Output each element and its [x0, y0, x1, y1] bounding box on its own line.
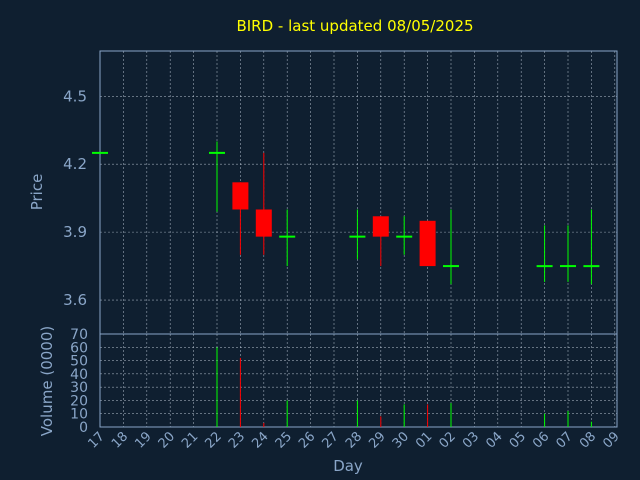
x-tick-label: 09 — [600, 429, 622, 451]
candle — [232, 182, 249, 255]
x-tick-label: 25 — [273, 429, 295, 451]
price-tick-label: 4.2 — [63, 155, 87, 173]
price-tick-label: 3.9 — [63, 223, 87, 241]
x-tick-label: 04 — [483, 429, 505, 451]
x-tick-label: 19 — [132, 429, 154, 451]
x-tick-label: 28 — [343, 429, 365, 451]
volume-tick-label: 30 — [70, 380, 88, 396]
x-tick-label: 22 — [203, 429, 225, 451]
candle-body — [372, 216, 389, 237]
x-tick-label: 06 — [530, 429, 552, 451]
candle — [372, 216, 389, 267]
price-tick-label: 4.5 — [63, 87, 87, 105]
x-tick-label: 26 — [296, 429, 318, 451]
candle — [419, 220, 436, 267]
price-panel-frame — [99, 50, 618, 335]
volume-bar-series — [216, 347, 592, 427]
x-tick-label: 02 — [437, 429, 459, 451]
candle — [560, 225, 576, 282]
volume-tick-label: 20 — [70, 393, 88, 409]
candle — [209, 141, 225, 212]
x-tick-label: 07 — [554, 429, 576, 451]
volume-tick-label: 10 — [70, 407, 88, 423]
x-tick-label: 30 — [390, 429, 412, 451]
candle-body — [232, 182, 249, 210]
price-tick-label: 3.6 — [63, 291, 87, 309]
x-axis-ticks: 17 18 19 20 21 22 23 24 25 26 27 28 29 30 01 02 03 04 05 06… — [86, 429, 623, 451]
price-gridlines — [100, 51, 617, 334]
candle — [396, 216, 413, 255]
volume-gridlines — [100, 334, 617, 427]
x-tick-label: 08 — [577, 429, 599, 451]
x-tick-label: 05 — [507, 429, 529, 451]
candle — [536, 225, 553, 282]
x-tick-label: 23 — [226, 429, 248, 451]
price-y-ticks: 3.6 3.9 4.2 4.5 — [63, 87, 87, 309]
x-tick-label: 18 — [109, 429, 131, 451]
volume-tick-label: 50 — [70, 354, 88, 370]
candle — [349, 209, 366, 260]
x-tick-label: 24 — [249, 429, 271, 451]
x-tick-label: 17 — [86, 429, 108, 451]
candlestick-series — [92, 141, 600, 285]
price-axis-label: Price — [28, 174, 46, 211]
volume-tick-label: 0 — [79, 420, 88, 436]
candle — [255, 152, 272, 255]
x-tick-label: 21 — [179, 429, 201, 451]
candle — [583, 209, 600, 285]
x-axis-label: Day — [333, 457, 363, 475]
candle — [443, 209, 459, 285]
volume-panel-frame — [99, 333, 618, 428]
x-tick-label: 03 — [460, 429, 482, 451]
volume-tick-label: 60 — [70, 340, 88, 356]
candle-body — [255, 209, 272, 237]
volume-axis-label: Volume (0000) — [38, 326, 56, 436]
x-tick-label: 01 — [413, 429, 435, 451]
x-tick-label: 20 — [156, 429, 178, 451]
x-tick-label: 29 — [366, 429, 388, 451]
volume-tick-label: 70 — [70, 327, 88, 343]
chart-title: BIRD - last updated 08/05/2025 — [236, 17, 473, 35]
volume-tick-label: 40 — [70, 367, 88, 383]
candle — [279, 209, 296, 267]
x-tick-label: 27 — [320, 429, 342, 451]
candle-body — [419, 220, 436, 267]
